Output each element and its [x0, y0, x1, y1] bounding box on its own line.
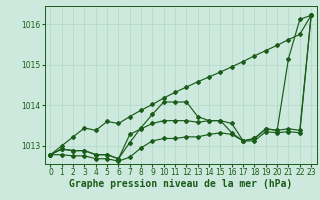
X-axis label: Graphe pression niveau de la mer (hPa): Graphe pression niveau de la mer (hPa)	[69, 179, 292, 189]
